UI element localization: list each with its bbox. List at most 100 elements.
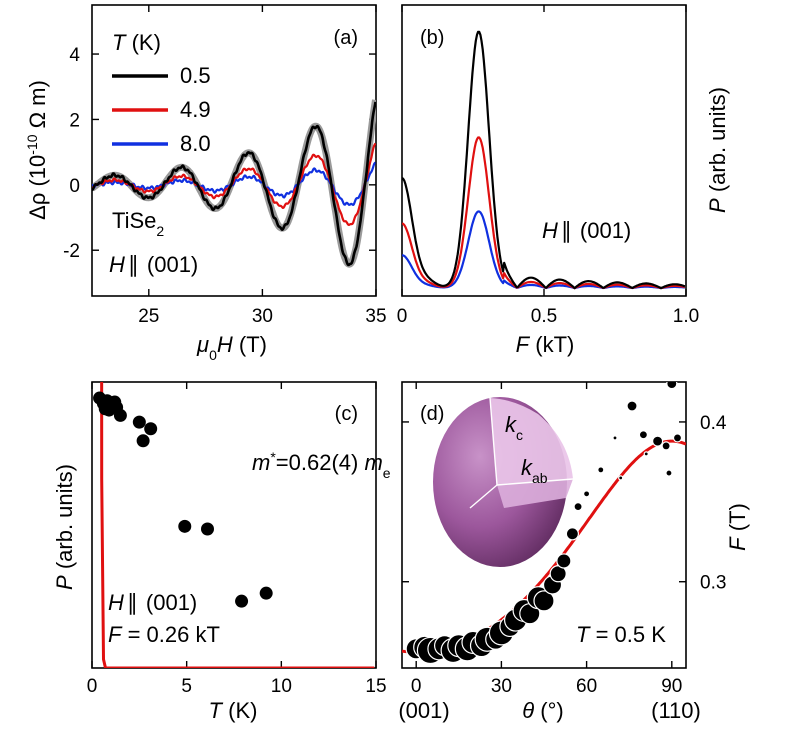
panel-d-xtick-label: 30 <box>491 676 512 697</box>
frequency-value: = 0.26 kT <box>121 622 219 647</box>
legend-title-unit: (K) <box>125 30 160 55</box>
panel-c-ylabel-symbol: P <box>52 575 77 590</box>
frequency-label: F = 0.26 kT <box>108 622 220 647</box>
legend-title-symbol: T <box>112 30 127 55</box>
kab-axis-line <box>496 478 574 486</box>
legend-label-8.0: 8.0 <box>180 131 211 156</box>
panel-c-xlabel-unit: (K) <box>222 698 257 723</box>
panel-b-xlabel: F (kT) <box>516 332 575 357</box>
data-point <box>144 422 158 436</box>
kc-axis-line <box>489 397 498 486</box>
panel-c-letter: (c) <box>335 403 358 425</box>
data-point <box>597 466 605 474</box>
kc-symbol: k <box>505 412 517 437</box>
panel-a-frame <box>91 4 377 297</box>
panel-c: 0 5 10 15 (c) m*=0.62(4) me H ∥ (001) F = 0.2… <box>52 381 391 723</box>
panel-a-ytick-label: 0 <box>69 176 80 197</box>
panel-c-xtick-label: 5 <box>181 676 192 697</box>
panel-a-ticks: 25 30 35 -2 0 2 4 <box>63 5 387 327</box>
panel-b-xtick-label: 0.5 <box>531 306 557 327</box>
panel-a-ylabel: Δρ (10-10 Ω m) <box>24 80 50 220</box>
panel-d-ylabel-unit: (T) <box>725 503 750 537</box>
panel-a-ylabel-unit: Ω m) <box>25 80 50 134</box>
kab-label: kab <box>521 455 548 486</box>
data-point <box>132 415 146 429</box>
panel-a-xtick-label: 30 <box>252 306 273 327</box>
legend-label-0.5: 0.5 <box>180 63 211 88</box>
data-point <box>638 430 649 440</box>
data-point <box>626 400 638 412</box>
fermi-surface-inset: kc kab <box>433 397 574 567</box>
panel-d-xtick-label: 60 <box>576 676 597 697</box>
panel-c-field-label: H ∥ (001) <box>108 590 197 615</box>
x-label-001: (001) <box>398 698 449 723</box>
panel-d-ytick-label: 0.4 <box>700 413 727 434</box>
panel-d-frame <box>401 381 687 669</box>
mass-symbol: m <box>252 450 270 475</box>
temperature-label: T = 0.5 K <box>576 622 666 647</box>
data-point <box>259 586 273 600</box>
panel-b-xtick-label: 0 <box>397 306 408 327</box>
panel-a-xlabel-mu: μ <box>196 332 209 357</box>
effective-mass-label: m*=0.62(4) me <box>252 449 391 481</box>
panel-b-field-symbol: H <box>542 218 558 243</box>
panel-b-ylabel: P (arb. units) <box>705 87 730 213</box>
fft-line-0.5 <box>402 30 686 290</box>
electron-mass-symbol: m <box>364 450 382 475</box>
electron-mass-sub: e <box>383 465 391 481</box>
panel-d-ticks: 0 30 60 90 0.3 0.4 <box>402 382 727 697</box>
panel-a-ytick-label: 2 <box>69 110 80 131</box>
panel-c-xtick-label: 15 <box>365 676 386 697</box>
legend-label-4.9: 4.9 <box>180 97 211 122</box>
panel-a-xlabel: μ0H (T) <box>196 332 267 363</box>
data-point <box>672 433 683 443</box>
panel-b-ylabel-symbol: P <box>705 198 730 213</box>
panel-a-field-label: H ∥ (001) <box>109 252 198 277</box>
ellipsoid-cutaway <box>490 398 573 485</box>
fft-line-4.9 <box>402 136 686 290</box>
legend-title: T (K) <box>112 30 161 55</box>
panel-a-letter: (a) <box>334 27 358 49</box>
mass-star: * <box>270 449 276 465</box>
panel-c-points <box>93 391 273 608</box>
panel-a-ytick-label: -2 <box>63 241 80 262</box>
panel-a-curves <box>92 99 376 268</box>
kab-symbol: k <box>521 455 533 480</box>
third-axis-line <box>469 484 498 509</box>
panel-a-field-symbol: H <box>109 252 125 277</box>
panel-d-xlabel-symbol: θ <box>522 698 534 723</box>
panel-c-field-symbol: H <box>108 590 124 615</box>
panel-c-xlabel-symbol: T <box>209 698 224 723</box>
panel-c-xtick-label: 0 <box>87 676 98 697</box>
panel-b-ticks: 0 0.5 1.0 <box>397 5 699 327</box>
data-point <box>643 451 649 457</box>
panel-b-xlabel-symbol: F <box>516 332 531 357</box>
panel-a-ylabel-exp: -10 <box>24 134 40 154</box>
panel-d-points <box>405 382 683 665</box>
data-point <box>661 441 671 451</box>
series-line-8.0 <box>92 161 376 206</box>
series-line-0.5 <box>92 101 376 267</box>
panel-a-direction: (001) <box>147 252 198 277</box>
data-point <box>573 502 583 512</box>
panel-c-xtick-label: 10 <box>271 676 292 697</box>
mass-value: =0.62(4) <box>276 450 365 475</box>
panel-d-ytick-label: 0.3 <box>700 573 726 594</box>
panel-a-xlabel-h: H <box>217 332 233 357</box>
panel-a-xlabel-unit: (T) <box>233 332 267 357</box>
panel-b-letter: (b) <box>420 27 444 49</box>
panel-d-ylabel: F (T) <box>725 503 750 551</box>
kab-subscript: ab <box>532 470 548 486</box>
panel-d-xtick-label: 90 <box>661 676 682 697</box>
panel-d-xtick-label: 0 <box>411 676 422 697</box>
panel-a-legend: 0.5 4.9 8.0 <box>112 63 211 156</box>
data-point <box>565 527 580 541</box>
kc-label: kc <box>505 412 523 443</box>
panel-a-ylabel-main: Δρ (10 <box>25 155 50 220</box>
panel-d-xlabel: θ (°) <box>522 698 564 723</box>
panel-a-parallel: ∥ <box>128 252 139 277</box>
panel-d: 0 30 60 900.30.4 kc kab (d) T = 0.5 K θ (°)… <box>398 381 750 723</box>
data-point <box>665 469 673 477</box>
x-label-110: (110) <box>651 698 701 723</box>
